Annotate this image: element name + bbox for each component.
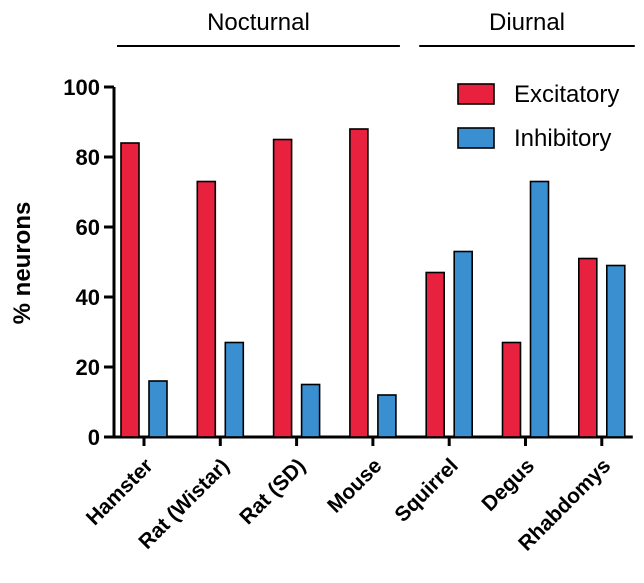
bar-inhibitory-5 (529, 180, 550, 438)
group-label-0: Nocturnal (207, 9, 310, 36)
x-tick-label-4: Squirrel (390, 454, 462, 526)
y-tick-label-40: 40 (76, 285, 100, 310)
bar-excitatory-1 (196, 180, 217, 438)
y-tick-label-60: 60 (76, 215, 100, 240)
bar-inhibitory-2 (300, 383, 321, 438)
group-annotations: Nocturnal Diurnal (117, 9, 635, 47)
bar-inhibitory-4 (453, 250, 474, 438)
legend-label-1: Inhibitory (514, 125, 611, 152)
x-tick-label-2: Rat (SD) (235, 454, 310, 529)
y-axis-title: % neurons (9, 202, 36, 325)
legend-swatch-1 (457, 127, 495, 149)
legend-label-0: Excitatory (514, 81, 619, 108)
bar-inhibitory-0 (148, 380, 168, 438)
x-tick-label-5: Degus (477, 454, 539, 516)
bar-excitatory-0 (120, 142, 140, 438)
y-tick-label-100: 100 (63, 75, 100, 100)
x-tick-label-3: Mouse (323, 454, 386, 517)
legend: Excitatory Inhibitory (457, 81, 619, 152)
bar-excitatory-4 (425, 271, 446, 438)
y-tick-label-80: 80 (76, 145, 100, 170)
bars (120, 128, 626, 438)
bar-inhibitory-1 (224, 341, 245, 438)
group-label-1: Diurnal (489, 9, 565, 36)
legend-swatch-0 (457, 83, 495, 105)
bar-excitatory-6 (577, 257, 598, 438)
bar-excitatory-2 (272, 138, 293, 438)
y-tick-label-0: 0 (88, 425, 100, 450)
bar-inhibitory-3 (377, 394, 397, 438)
x-tick-label-0: Hamster (82, 454, 158, 530)
bar-excitatory-3 (349, 128, 369, 438)
bar-inhibitory-6 (605, 264, 626, 438)
y-tick-label-20: 20 (76, 355, 100, 380)
bar-excitatory-5 (501, 341, 522, 438)
